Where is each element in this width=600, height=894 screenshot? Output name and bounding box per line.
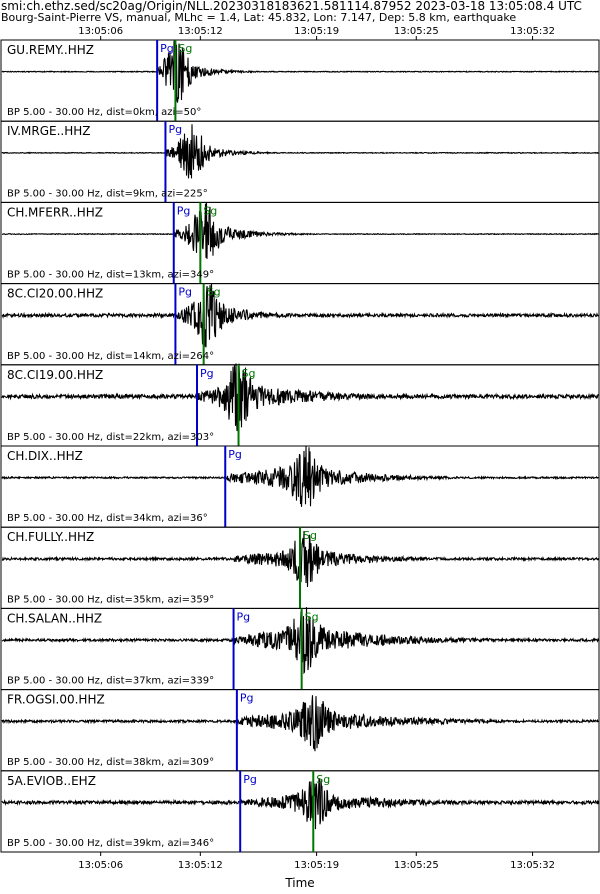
top-tick-label: 13:05:06 bbox=[78, 26, 123, 37]
waveform-line bbox=[2, 202, 599, 259]
pick-pg-label: Pg bbox=[178, 286, 192, 299]
pick-sg-label: Sg bbox=[242, 367, 256, 380]
station-label: CH.MFERR..HHZ bbox=[7, 205, 103, 219]
trace-panel: Pg Sg CH.SALAN..HHZ BP 5.00 - 30.00 Hz, dis… bbox=[0, 607, 600, 691]
pick-sg-label: Sg bbox=[207, 286, 221, 299]
waveform-line bbox=[1, 39, 599, 103]
station-label: CH.SALAN..HHZ bbox=[7, 611, 102, 625]
waveform-line bbox=[1, 695, 599, 752]
filter-info-label: BP 5.00 - 30.00 Hz, dist=39km, azi=346° bbox=[7, 838, 214, 849]
pick-pg-label: Pg bbox=[200, 367, 214, 380]
trace-panel: Pg Sg 8C.CI20.00.HHZ BP 5.00 - 30.00 Hz, di… bbox=[0, 283, 600, 366]
event-id-header: smi:ch.ethz.sed/sc20ag/Origin/NLL.202303… bbox=[1, 0, 582, 13]
trace-panel: Pg Sg CH.MFERR..HHZ BP 5.00 - 30.00 Hz, dis… bbox=[0, 201, 600, 285]
bottom-tick-label: 13:05:06 bbox=[78, 860, 123, 871]
bottom-tick-label: 13:05:19 bbox=[294, 860, 339, 871]
waveform-line bbox=[1, 124, 599, 179]
bottom-time-axis: 13:05:06 13:05:12 13:05:19 13:05:25 13:05:32 bbox=[78, 852, 555, 871]
trace-panel: Pg Sg 5A.EVIOB..EHZ BP 5.00 - 30.00 Hz, dis… bbox=[0, 770, 600, 853]
pick-pg-label: Pg bbox=[237, 610, 251, 623]
station-label: 5A.EVIOB..EHZ bbox=[7, 774, 96, 788]
top-time-axis: 13:05:06 13:05:12 13:05:19 13:05:25 13:05:32 bbox=[78, 26, 555, 40]
waveform-line bbox=[1, 363, 599, 432]
waveform-line bbox=[1, 283, 599, 348]
top-tick-label: 13:05:25 bbox=[394, 26, 439, 37]
filter-info-label: BP 5.00 - 30.00 Hz, dist=14km, azi=264° bbox=[7, 351, 214, 362]
station-label: CH.DIX..HHZ bbox=[7, 449, 83, 463]
pick-sg-label: Sg bbox=[203, 204, 217, 217]
bottom-tick-label: 13:05:25 bbox=[394, 860, 439, 871]
trace-panel: Pg FR.OGSI.00.HHZ BP 5.00 - 30.00 Hz, dist… bbox=[0, 689, 600, 772]
pick-pg-label: Pg bbox=[240, 692, 254, 705]
station-label: CH.FULLY..HHZ bbox=[7, 530, 94, 544]
station-label: IV.MRGE..HHZ bbox=[7, 124, 90, 138]
pick-pg-label: Pg bbox=[228, 448, 242, 461]
filter-info-label: BP 5.00 - 30.00 Hz, dist=34km, azi=36° bbox=[7, 513, 208, 524]
trace-panel: Pg CH.DIX..HHZ BP 5.00 - 30.00 Hz, dist=34… bbox=[0, 445, 600, 528]
trace-panel: Pg Sg 8C.CI19.00.HHZ BP 5.00 - 30.00 Hz, di… bbox=[0, 363, 600, 447]
filter-info-label: BP 5.00 - 30.00 Hz, dist=35km, azi=359° bbox=[7, 594, 214, 605]
pick-sg-label: Sg bbox=[178, 42, 192, 55]
bottom-tick-label: 13:05:32 bbox=[510, 860, 555, 871]
waveform-line bbox=[1, 607, 600, 675]
filter-info-label: BP 5.00 - 30.00 Hz, dist=0km, azi=50° bbox=[7, 107, 201, 118]
pick-sg-label: Sg bbox=[316, 773, 330, 786]
trace-panel: Pg Sg GU.REMY..HHZ BP 5.00 - 30.00 Hz, dist… bbox=[0, 39, 600, 122]
top-tick-label: 13:05:12 bbox=[178, 26, 223, 37]
waveform-line bbox=[1, 777, 600, 830]
waveform-line bbox=[1, 445, 599, 507]
trace-panel: Pg IV.MRGE..HHZ BP 5.00 - 30.00 Hz, dist=9… bbox=[0, 120, 600, 203]
pick-pg-label: Pg bbox=[243, 773, 257, 786]
bottom-tick-label: 13:05:12 bbox=[178, 860, 223, 871]
filter-info-label: BP 5.00 - 30.00 Hz, dist=38km, azi=309° bbox=[7, 757, 214, 768]
pick-pg-label: Pg bbox=[168, 123, 182, 136]
filter-info-label: BP 5.00 - 30.00 Hz, dist=37km, azi=339° bbox=[7, 676, 214, 687]
station-label: GU.REMY..HHZ bbox=[7, 43, 94, 57]
pick-pg-label: Pg bbox=[160, 42, 174, 55]
filter-info-label: BP 5.00 - 30.00 Hz, dist=22km, azi=303° bbox=[7, 432, 214, 443]
top-tick-label: 13:05:19 bbox=[294, 26, 339, 37]
pick-sg-label: Sg bbox=[303, 529, 317, 542]
event-info-header: Bourg-Saint-Pierre VS, manual, MLhc = 1.… bbox=[1, 11, 517, 24]
filter-info-label: BP 5.00 - 30.00 Hz, dist=13km, azi=349° bbox=[7, 270, 214, 281]
station-label: 8C.CI20.00.HHZ bbox=[7, 287, 103, 301]
x-axis-label: Time bbox=[284, 876, 314, 890]
pick-pg-label: Pg bbox=[177, 204, 191, 217]
top-tick-label: 13:05:32 bbox=[510, 26, 555, 37]
pick-sg-label: Sg bbox=[305, 610, 319, 623]
station-label: FR.OGSI.00.HHZ bbox=[7, 693, 105, 707]
trace-panel: Sg CH.FULLY..HHZ BP 5.00 - 30.00 Hz, dist=… bbox=[0, 526, 600, 609]
station-label: 8C.CI19.00.HHZ bbox=[7, 368, 103, 382]
filter-info-label: BP 5.00 - 30.00 Hz, dist=9km, azi=225° bbox=[7, 188, 208, 199]
panel-frame bbox=[0, 770, 600, 853]
